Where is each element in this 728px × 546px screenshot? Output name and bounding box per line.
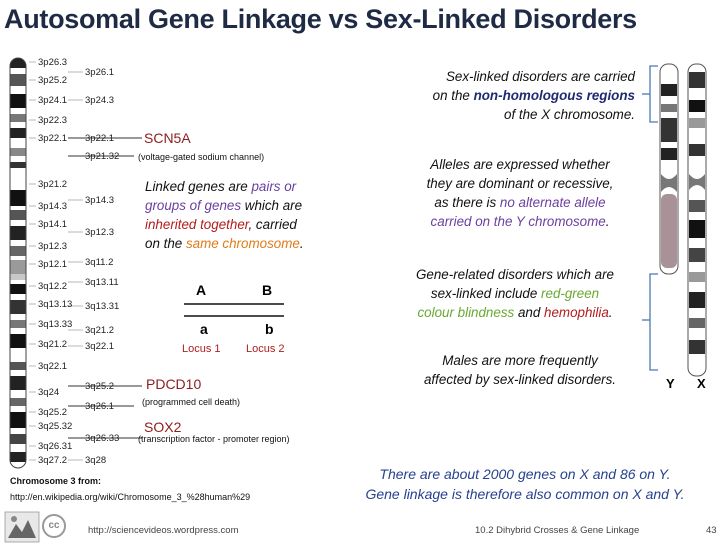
gene-pdcd10: PDCD10 <box>146 376 202 392</box>
brackets <box>642 65 658 371</box>
band-label: 3q28 <box>85 455 107 466</box>
footer-url[interactable]: http://sciencevideos.wordpress.com <box>88 525 239 536</box>
allele-B: B <box>262 282 273 298</box>
band-label: 3p22.1 <box>85 133 115 144</box>
band-label: 3p21.32 <box>85 151 120 162</box>
band-label: 3p12.3 <box>85 227 115 238</box>
band-label: 3p22.1 <box>38 133 68 144</box>
band-label: 3q24 <box>38 387 60 398</box>
sex-linked-paragraph-3: Gene-related disorders which are sex-lin… <box>416 267 614 320</box>
chromosome-3-ideogram <box>9 57 142 469</box>
allele-A: A <box>196 282 207 298</box>
band-label: 3q22.1 <box>85 341 115 352</box>
page-number: 43 <box>706 525 717 536</box>
band-label: 3q25.32 <box>38 421 73 432</box>
band-label: 3p12.3 <box>38 241 68 252</box>
author-logo-icon <box>4 511 40 543</box>
band-label: 3q11.2 <box>85 257 114 268</box>
source-label: Chromosome 3 from: <box>10 476 102 486</box>
creative-commons-icon: cc <box>42 514 66 538</box>
allele-a: a <box>200 321 208 337</box>
gene-sox2-desc: (transcription factor - promoter region) <box>138 434 290 444</box>
gene-scn5a-desc: (voltage-gated sodium channel) <box>138 152 265 162</box>
gene-pdcd10-desc: (programmed cell death) <box>142 397 241 407</box>
band-label: 3p21.2 <box>38 179 68 190</box>
band-label: 3q13.11 <box>85 277 119 288</box>
band-label: 3q25.2 <box>38 407 68 418</box>
band-label: 3q25.2 <box>85 381 115 392</box>
band-label: 3p24.3 <box>85 95 115 106</box>
xy-chromosomes <box>659 63 707 377</box>
sex-linked-paragraph-1: Sex-linked disorders are carried on the … <box>432 69 635 122</box>
band-label: 3p22.3 <box>38 115 68 126</box>
band-label: 3q21.2 <box>38 339 68 350</box>
linked-genes-definition: Linked genes are pairs or groups of gene… <box>145 179 304 251</box>
gene-scn5a: SCN5A <box>144 130 191 146</box>
band-label: 3q13.13 <box>38 299 73 310</box>
footer-course: 10.2 Dihybrid Crosses & Gene Linkage <box>475 525 640 536</box>
y-chromosome <box>659 63 679 275</box>
band-label: 3p12.1 <box>38 259 68 270</box>
y-label: Y <box>666 376 675 391</box>
band-label: 3q21.2 <box>85 325 115 336</box>
slide-title: Autosomal Gene Linkage vs Sex-Linked Dis… <box>4 4 637 34</box>
x-chromosome <box>687 63 707 377</box>
band-label: 3q27.2 <box>38 455 68 466</box>
band-label: 3p14.3 <box>85 195 115 206</box>
allele-b: b <box>265 321 274 337</box>
band-label: 3p14.3 <box>38 201 68 212</box>
x-label: X <box>697 376 706 391</box>
band-label: 3p26.1 <box>85 67 115 78</box>
band-label: 3q26.33 <box>85 433 120 444</box>
gene-sox2: SOX2 <box>144 419 182 435</box>
chromatid-lines <box>184 303 284 317</box>
band-label: 3q26.1 <box>85 401 115 412</box>
band-label: 3q26.31 <box>38 441 73 452</box>
band-label: 3q12.2 <box>38 281 68 292</box>
band-label: 3p14.1 <box>38 219 68 230</box>
band-label: 3p24.1 <box>38 95 68 106</box>
band-label: 3q13.31 <box>85 301 120 312</box>
sex-linked-paragraph-4: Males are more frequently affected by se… <box>423 353 617 387</box>
sex-linked-paragraph-2: Alleles are expressed whether they are d… <box>426 157 614 229</box>
locus-1-label: Locus 1 <box>182 343 221 355</box>
source-url[interactable]: http://en.wikipedia.org/wiki/Chromosome_… <box>10 492 251 502</box>
locus-2-label: Locus 2 <box>246 343 285 355</box>
band-label: 3p25.2 <box>38 75 68 86</box>
band-label: 3q22.1 <box>38 361 68 372</box>
band-label: 3p26.3 <box>38 57 68 68</box>
gene-count-note: There are about 2000 genes on X and 86 o… <box>365 466 685 502</box>
band-label: 3q13.33 <box>38 319 73 330</box>
